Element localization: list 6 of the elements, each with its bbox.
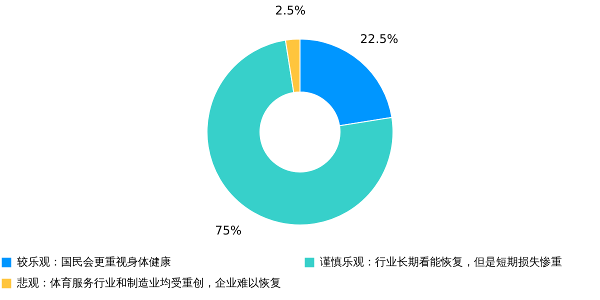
legend-label: 悲观：体育服务行业和制造业均受重创，企业难以恢复 xyxy=(16,276,281,290)
legend-label: 谨慎乐观：行业长期看能恢复，但是短期损失惨重 xyxy=(320,256,562,269)
data-label: 22.5% xyxy=(360,32,398,46)
data-label: 2.5% xyxy=(275,3,306,18)
legend-label: 较乐观：国民会更重视身体健康 xyxy=(17,256,171,269)
data-label: 75% xyxy=(214,224,242,238)
